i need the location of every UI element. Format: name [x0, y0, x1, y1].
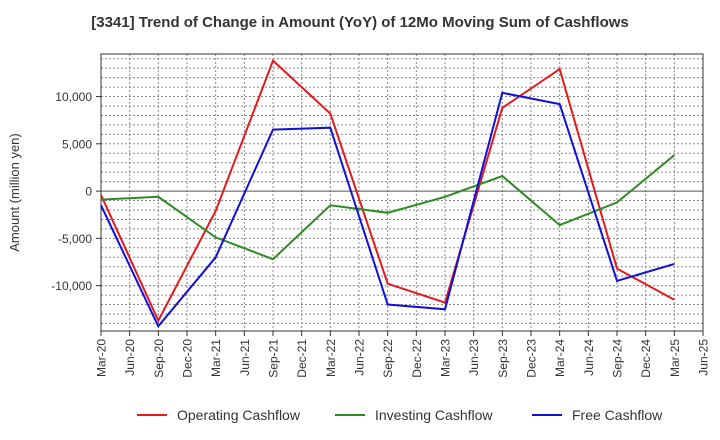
- x-tick-label: Jun-21: [238, 339, 252, 376]
- x-tick-label: Mar-21: [209, 339, 223, 377]
- x-tick-label: Mar-24: [553, 339, 567, 377]
- series-layer: [100, 58, 675, 329]
- plot-frame: [100, 53, 704, 332]
- x-tick-label: Jun-25: [697, 339, 711, 376]
- y-tick-label: -5,000: [58, 232, 92, 246]
- series-line-operating-cashflow: [100, 58, 675, 323]
- x-tick-label: Mar-23: [439, 339, 453, 377]
- x-tick-label: Dec-23: [525, 339, 539, 378]
- x-tick-label: Sep-20: [152, 339, 166, 378]
- legend-label-investing-cashflow: Investing Cashflow: [375, 407, 493, 423]
- legend: Operating Cashflow Investing Cashflow Free…: [137, 407, 663, 423]
- x-tick-label: Jun-22: [353, 339, 367, 376]
- x-tick-label: Dec-21: [295, 339, 309, 378]
- x-tick-label: Dec-20: [181, 339, 195, 378]
- x-tick-label: Sep-23: [496, 339, 510, 378]
- y-tick-label: 5,000: [62, 137, 92, 151]
- x-tick-label: Dec-24: [639, 339, 653, 378]
- x-tick-label: Dec-22: [410, 339, 424, 378]
- x-tick-label: Jun-24: [582, 339, 596, 376]
- x-tick-label: Sep-21: [267, 339, 281, 378]
- x-tick-label: Mar-25: [668, 339, 682, 377]
- x-tick-label: Sep-22: [381, 339, 395, 378]
- chart-title: [3341] Trend of Change in Amount (YoY) o…: [91, 14, 629, 31]
- legend-label-operating-cashflow: Operating Cashflow: [177, 407, 301, 423]
- y-axis-label: Amount (million yen): [7, 133, 22, 252]
- x-tick-label: Sep-24: [611, 339, 625, 378]
- series-line-investing-cashflow: [100, 154, 675, 261]
- y-tick-label: 10,000: [55, 90, 92, 104]
- x-tick-label: Mar-20: [95, 339, 109, 377]
- x-tick-label: Jun-23: [467, 339, 481, 376]
- axis-layer: 10,000 5,000 0 -5,000 -10,000 Mar-20 Jun-20 Sep…: [51, 90, 710, 378]
- x-tick-label: Mar-22: [324, 339, 338, 377]
- y-tick-label: -10,000: [51, 279, 92, 293]
- x-tick-label: Jun-20: [123, 339, 137, 376]
- series-line-free-cashflow: [100, 91, 675, 329]
- y-tick-label: 0: [85, 185, 92, 199]
- legend-label-free-cashflow: Free Cashflow: [572, 407, 663, 423]
